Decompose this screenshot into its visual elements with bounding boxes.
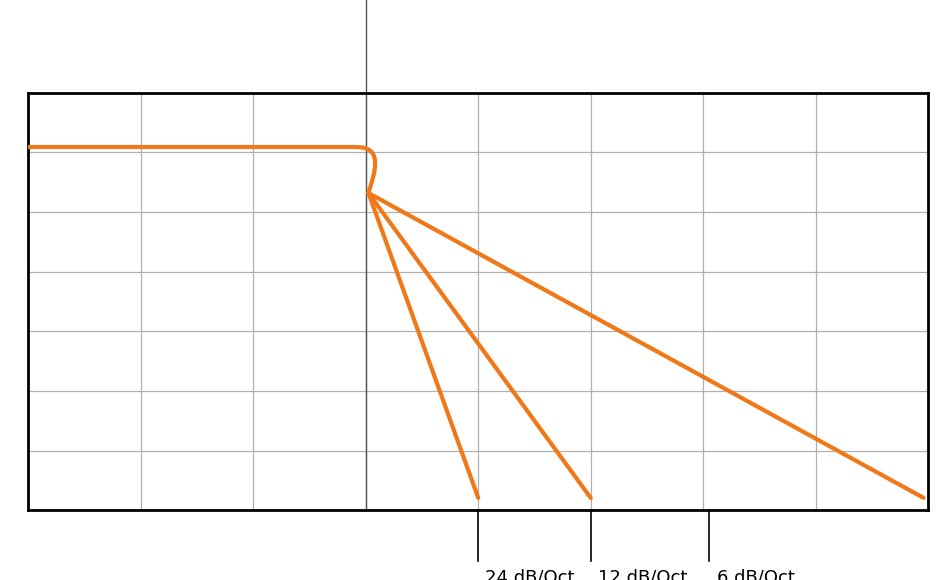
Text: 12 dB/Oct: 12 dB/Oct [598, 569, 688, 580]
Text: 6 dB/Oct: 6 dB/Oct [717, 569, 795, 580]
Text: 24 dB/Oct: 24 dB/Oct [486, 569, 575, 580]
